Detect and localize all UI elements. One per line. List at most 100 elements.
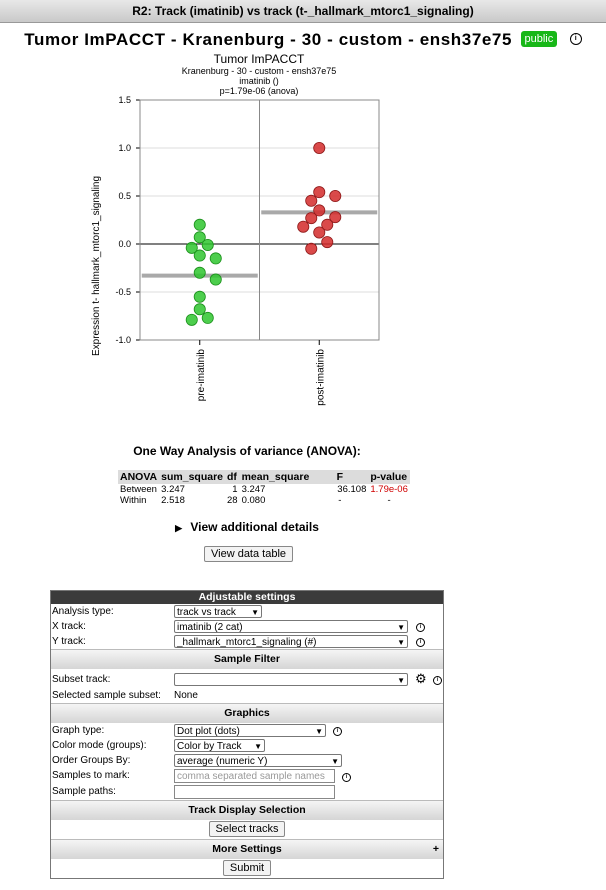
analysis-type-label: Analysis type: — [52, 606, 114, 617]
color-mode-label: Color mode (groups): — [52, 740, 147, 751]
selected-subset-label: Selected sample subset: — [52, 690, 161, 701]
subset-track-label: Subset track: — [52, 674, 111, 685]
anova-header-row: ANOVA sum_square df mean_square F p-valu… — [118, 470, 410, 484]
cell: 2.518 — [161, 495, 185, 506]
col-sum-square: sum_square — [159, 470, 226, 484]
track-display-header: Track Display Selection — [51, 800, 443, 820]
cell: - — [387, 495, 391, 506]
y-tick-label: 0.0 — [118, 239, 131, 249]
data-point[interactable] — [313, 142, 326, 155]
p-value-cell: 1.79e-06 — [370, 484, 408, 495]
data-point[interactable] — [201, 238, 214, 251]
data-point[interactable] — [185, 313, 198, 326]
info-icon[interactable]: i — [569, 32, 582, 45]
y-tick-label: -1.0 — [115, 335, 131, 345]
y-track-label: Y track: — [52, 636, 86, 647]
data-point[interactable] — [329, 189, 342, 202]
table-row: Between 3.247 1 3.247 36.108 1.79e-06 — [118, 484, 410, 495]
anova-table: ANOVA sum_square df mean_square F p-valu… — [118, 470, 410, 506]
data-point[interactable] — [305, 194, 318, 207]
col-p-value: p-value — [368, 470, 410, 484]
y-track-row: Y track: _hallmark_mtorc1_signaling (#) ▼… — [51, 634, 443, 649]
data-point[interactable] — [185, 241, 198, 254]
x-track-select[interactable]: imatinib (2 cat) ▼ — [174, 620, 408, 633]
data-point[interactable] — [305, 212, 318, 225]
y-track-value: _hallmark_mtorc1_signaling (#) — [177, 637, 317, 648]
cell: 0.080 — [241, 495, 266, 506]
info-icon[interactable]: i — [342, 773, 351, 782]
info-icon[interactable]: i — [433, 676, 442, 685]
data-point[interactable] — [193, 249, 206, 262]
x-track-value: imatinib (2 cat) — [177, 622, 243, 633]
graphics-header: Graphics — [51, 703, 443, 723]
color-mode-row: Color mode (groups): Color by Track ▼ — [51, 738, 443, 753]
color-mode-value: Color by Track — [177, 741, 242, 752]
info-icon[interactable]: i — [416, 638, 425, 647]
data-point[interactable] — [297, 220, 310, 233]
analysis-type-select[interactable]: track vs track ▼ — [174, 605, 262, 618]
info-icon[interactable]: i — [333, 727, 342, 736]
data-point[interactable] — [209, 273, 222, 286]
cell: 28 — [227, 495, 238, 506]
chart-title: Tumor ImPACCT — [214, 52, 305, 66]
settings-panel: Adjustable settings Analysis type: track… — [50, 590, 444, 879]
samples-mark-label: Samples to mark: — [52, 770, 130, 781]
x-track-row: X track: imatinib (2 cat) ▼ i — [51, 619, 443, 634]
settings-title: Adjustable settings — [51, 591, 443, 604]
data-point[interactable] — [321, 218, 334, 231]
samples-mark-row: Samples to mark: comma separated sample … — [51, 768, 443, 784]
data-point[interactable] — [193, 218, 206, 231]
select-tracks-button[interactable]: Select tracks — [208, 821, 286, 837]
graph-type-row: Graph type: Dot plot (dots) ▼ i — [51, 723, 443, 738]
samples-mark-input[interactable]: comma separated sample names — [174, 769, 335, 783]
gear-icon[interactable]: ⚙ — [415, 671, 427, 686]
color-mode-select[interactable]: Color by Track ▼ — [174, 739, 265, 752]
more-settings-header[interactable]: More Settings + — [51, 839, 443, 859]
data-point[interactable] — [329, 211, 342, 224]
data-point[interactable] — [193, 231, 206, 244]
chevron-down-icon: ▼ — [397, 623, 405, 632]
sample-paths-label: Sample paths: — [52, 786, 116, 797]
data-point[interactable] — [209, 252, 222, 265]
public-badge: public — [520, 30, 558, 47]
order-groups-select[interactable]: average (numeric Y) ▼ — [174, 754, 342, 767]
select-tracks-row: Select tracks — [51, 820, 443, 839]
cell: 1 — [232, 484, 238, 495]
info-icon[interactable]: i — [416, 623, 425, 632]
view-data-table-button[interactable]: View data table — [204, 546, 294, 562]
subset-track-select[interactable]: ▼ — [174, 673, 408, 686]
selected-subset-row: Selected sample subset: None — [51, 688, 443, 703]
cell: 3.247 — [161, 484, 185, 495]
data-point[interactable] — [193, 290, 206, 303]
chevron-down-icon: ▼ — [331, 757, 339, 766]
more-settings-label: More Settings — [212, 843, 282, 855]
data-point[interactable] — [193, 266, 206, 279]
samples-mark-placeholder: comma separated sample names — [177, 771, 325, 782]
y-track-select[interactable]: _hallmark_mtorc1_signaling (#) ▼ — [174, 635, 408, 648]
data-point[interactable] — [313, 226, 326, 239]
x-tick-label: post-imatinib — [315, 349, 326, 406]
data-point[interactable] — [201, 311, 214, 324]
sample-paths-input[interactable] — [174, 785, 335, 799]
chart-subtitle-line-3: p=1.79e-06 (anova) — [220, 86, 299, 96]
anova-heading: One Way Analysis of variance (ANOVA): — [133, 444, 361, 458]
view-additional-details-toggle[interactable]: ▶ View additional details — [0, 520, 494, 534]
graph-type-label: Graph type: — [52, 725, 105, 736]
plus-icon[interactable]: + — [432, 843, 439, 855]
data-point[interactable] — [313, 204, 326, 217]
col-anova: ANOVA — [118, 470, 160, 484]
cell: 36.108 — [337, 484, 367, 495]
data-point[interactable] — [193, 303, 206, 316]
data-point[interactable] — [305, 242, 318, 255]
chevron-down-icon: ▼ — [397, 638, 405, 647]
y-tick-label: 1.0 — [118, 143, 131, 153]
cell: Within — [120, 495, 147, 506]
col-mean-square: mean_square — [239, 470, 312, 484]
chart-subtitle-line-1: Kranenburg - 30 - custom - ensh37e75 — [182, 66, 337, 76]
data-point[interactable] — [321, 236, 334, 249]
y-tick-label: 1.5 — [118, 95, 131, 105]
submit-button[interactable]: Submit — [222, 860, 272, 876]
graph-type-select[interactable]: Dot plot (dots) ▼ — [174, 724, 326, 737]
cell: 3.247 — [241, 484, 266, 495]
data-point[interactable] — [313, 186, 326, 199]
